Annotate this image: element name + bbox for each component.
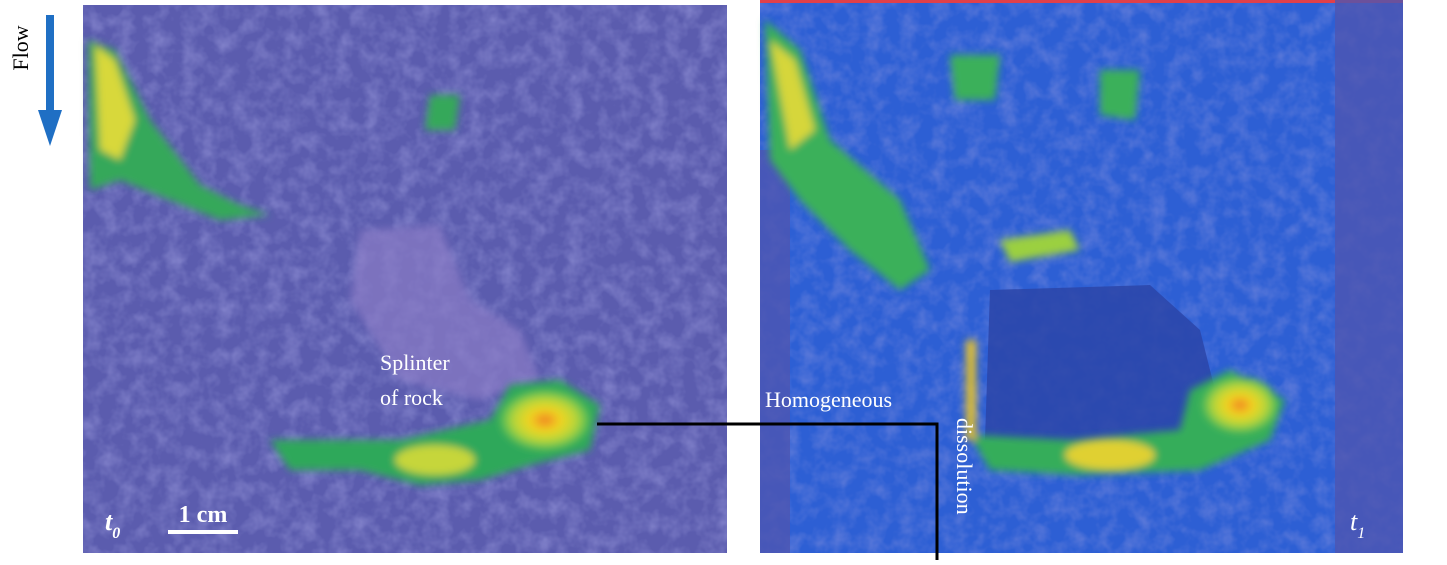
time-symbol: t — [105, 507, 113, 536]
annotation-horizontal: Homogeneous — [765, 387, 892, 412]
time-symbol: t — [1350, 507, 1358, 536]
flow-label: Flow — [8, 25, 33, 70]
scale-bar-label: 1 cm — [179, 502, 228, 528]
flow-arrow-shaft — [46, 15, 54, 115]
annotation-line: of rock — [380, 385, 443, 410]
flow-arrow-head — [38, 110, 62, 146]
annotation-line: Splinter — [380, 350, 450, 375]
time-subscript: 0 — [112, 525, 120, 542]
left-panel: Splinter of rock t0 1 cm — [83, 5, 727, 553]
annotation-vertical: dissolution — [952, 418, 977, 515]
right-panel: Homogeneous dissolution t1 — [760, 0, 1403, 553]
time-subscript: 1 — [1357, 525, 1365, 542]
time-label: t0 — [105, 507, 120, 542]
time-label: t1 — [1350, 507, 1365, 542]
connector-line — [597, 422, 939, 560]
